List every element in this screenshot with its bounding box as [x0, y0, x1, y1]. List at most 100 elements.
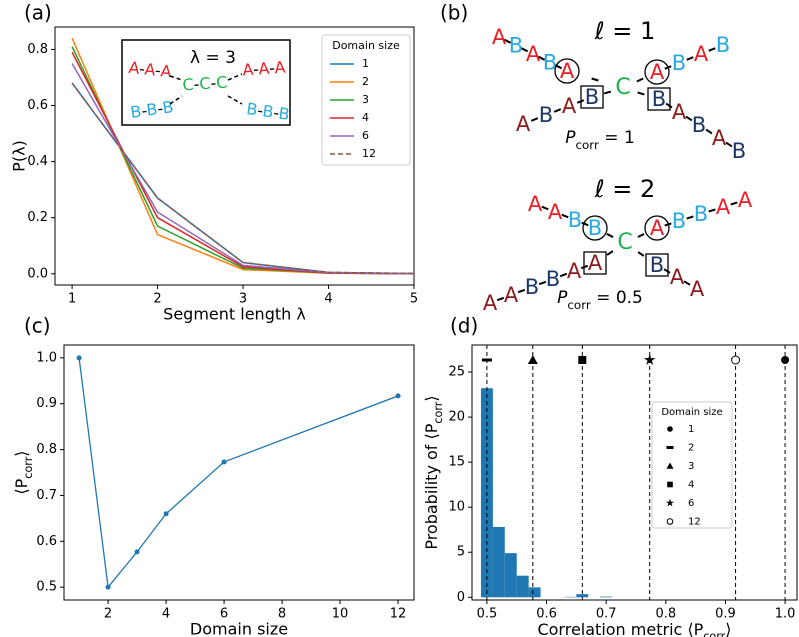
arm-letter: A: [526, 42, 541, 66]
y-tick-label: 0.6: [36, 534, 57, 549]
bond: [561, 213, 569, 219]
x-tick-label: 2: [104, 607, 112, 622]
highlight-square: [583, 251, 607, 275]
bond: [730, 201, 738, 206]
axes-frame: [63, 344, 415, 601]
bond: [581, 221, 589, 227]
y-axis-label-part: ⟩: [12, 450, 31, 456]
highlight-circle: [582, 215, 608, 241]
inset-chain: C-C-C: [182, 72, 228, 94]
highlight-circle: [554, 58, 580, 84]
legend-label: 4: [688, 480, 694, 491]
legend-label: 12: [362, 147, 376, 160]
x-tick-label: 0.7: [596, 607, 617, 622]
x-tick-label: 4: [162, 607, 170, 622]
bond: [553, 108, 562, 113]
bond: [503, 38, 512, 44]
x-tick-label: 0.6: [536, 607, 557, 622]
bond: [637, 251, 645, 257]
mean-marker: [666, 446, 674, 449]
bond: [606, 233, 614, 238]
legend-label: 2: [688, 443, 694, 454]
bond: [705, 128, 713, 135]
y-tick-label: 5: [457, 545, 465, 560]
bond: [606, 250, 614, 256]
bond: [520, 47, 529, 53]
y-tick-label: 0.7: [36, 488, 57, 503]
x-tick-label: 10: [332, 607, 349, 622]
x-axis-label: Correlation metric ⟨Pcorr⟩: [537, 620, 731, 637]
legend-label: 6: [362, 129, 369, 142]
mean-marker: [667, 481, 673, 488]
arm-letter: A: [528, 192, 543, 216]
inset-link: [169, 75, 183, 81]
inset-link: [227, 95, 243, 105]
inset-chain: B-B-B: [245, 99, 291, 124]
mean-marker: [578, 356, 587, 364]
arm-letter: B: [539, 103, 553, 127]
highlight-circle: [644, 215, 670, 241]
bond: [530, 117, 539, 122]
mean-marker: [527, 355, 538, 364]
y-tick-label: 0.4: [27, 154, 48, 169]
y-axis-label: Probability of ⟨Pcorr⟩: [422, 395, 445, 549]
x-tick-label: 0.8: [655, 607, 676, 622]
bond: [663, 268, 671, 274]
bond: [537, 55, 546, 61]
legend-label: 2: [362, 75, 369, 88]
highlight-square: [647, 87, 671, 111]
bond: [496, 296, 505, 302]
x-tick-label: 1: [68, 292, 76, 307]
arm-letter: B: [525, 275, 539, 299]
arm-letter: A: [562, 94, 577, 118]
arm-letter: B: [692, 113, 706, 137]
state-title: ℓ = 2: [594, 175, 656, 203]
bond: [603, 90, 612, 95]
hist-bar: [492, 527, 505, 598]
bond: [637, 233, 645, 238]
x-axis-label-part: ⟩: [725, 620, 731, 637]
bond: [538, 280, 547, 286]
arm-letter: A: [492, 25, 507, 49]
x-tick-label: 2: [153, 292, 161, 307]
hist-bar: [600, 596, 613, 598]
y-tick-label: 0.8: [27, 42, 48, 57]
p-corr-sub: corr: [567, 298, 590, 312]
mean-marker: [666, 462, 674, 469]
bond: [708, 47, 716, 52]
legend-label: 1: [362, 57, 369, 70]
legend-label: 3: [362, 93, 369, 106]
arm-letter: B: [652, 87, 666, 111]
inset-link: [227, 73, 243, 81]
p-corr-sub: corr: [576, 138, 599, 152]
bond: [725, 141, 733, 148]
point: [395, 393, 401, 399]
arm-letter: A: [690, 277, 705, 301]
y-tick-label: 1.0: [36, 350, 57, 365]
inset-title: λ = 3: [190, 48, 236, 68]
bond: [637, 91, 645, 96]
panel-label: (d): [450, 314, 478, 338]
bond: [683, 280, 691, 286]
p-corr-value: = 0.5: [591, 288, 643, 308]
x-tick-label: 8: [278, 607, 286, 622]
bond: [686, 56, 694, 61]
axes-frame: [471, 344, 798, 601]
mean-marker: [644, 354, 656, 365]
y-axis-label-part: Probability of ⟨P: [422, 423, 441, 549]
legend-label: 1: [688, 424, 694, 435]
legend-label: 4: [362, 111, 369, 124]
arm-letter: A: [483, 291, 498, 315]
arm-letter: B: [732, 139, 746, 163]
arm-letter: B: [672, 51, 686, 75]
x-tick-label: 0.9: [715, 607, 736, 622]
point: [221, 459, 227, 465]
y-axis-label-part: ⟩: [422, 395, 441, 401]
y-axis-label-part: corr: [432, 401, 445, 423]
y-tick-label: 0.0: [27, 266, 48, 281]
hist-bar: [504, 553, 517, 598]
x-tick-label: 5: [410, 292, 418, 307]
y-tick-label: 0.2: [27, 210, 48, 225]
arm-letter: B: [650, 253, 664, 277]
